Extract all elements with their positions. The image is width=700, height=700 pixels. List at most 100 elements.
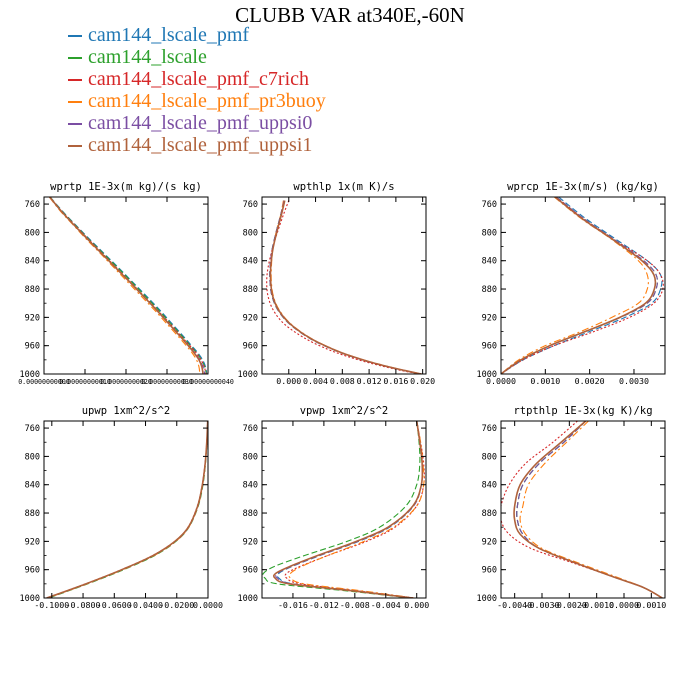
series-line bbox=[49, 197, 204, 374]
series-line bbox=[46, 421, 208, 598]
y-tick-label: 920 bbox=[482, 313, 497, 323]
y-tick-label: 800 bbox=[482, 452, 497, 462]
series-line bbox=[269, 200, 422, 374]
plot-frame bbox=[500, 196, 666, 375]
y-tick-label: 760 bbox=[243, 200, 258, 210]
plot-frame bbox=[43, 196, 209, 375]
x-tick-label: 0.008 bbox=[330, 376, 355, 386]
plot-frame bbox=[500, 420, 666, 599]
panel-title: wpthlp 1x(m K)/s bbox=[293, 181, 394, 193]
y-tick-label: 880 bbox=[482, 509, 497, 519]
page-title: CLUBB VAR at340E,-60N bbox=[235, 3, 465, 27]
series-line bbox=[46, 421, 208, 598]
series-line bbox=[501, 197, 659, 374]
y-tick-label: 960 bbox=[482, 342, 497, 352]
y-tick-label: 840 bbox=[25, 257, 40, 267]
y-tick-label: 1000 bbox=[477, 594, 497, 604]
series-line bbox=[516, 421, 663, 598]
y-tick-label: 920 bbox=[25, 537, 40, 547]
y-tick-label: 760 bbox=[25, 200, 40, 210]
y-tick-label: 960 bbox=[25, 342, 40, 352]
y-tick-label: 840 bbox=[25, 481, 40, 491]
x-tick-label: -0.0400 bbox=[128, 600, 163, 610]
plot-frame bbox=[43, 420, 209, 599]
y-tick-label: 800 bbox=[482, 228, 497, 238]
legend-label: cam144_lscale_pmf_uppsi1 bbox=[88, 134, 313, 156]
y-tick-label: 800 bbox=[243, 228, 258, 238]
y-tick-label: 840 bbox=[243, 257, 258, 267]
series-line bbox=[501, 197, 657, 374]
x-tick-label: 0.012 bbox=[357, 376, 382, 386]
panel-3: wprcp 1E-3x(m/s) (kg/kg) 760 800 840 880 920 9… bbox=[477, 181, 666, 386]
x-tick-label: -0.0600 bbox=[97, 600, 132, 610]
x-tick-label: -0.016 bbox=[278, 600, 308, 610]
x-tick-label: 0.0020 bbox=[575, 376, 605, 386]
x-tick-label: 0.0010 bbox=[636, 600, 666, 610]
legend-label: cam144_lscale_pmf_uppsi0 bbox=[88, 112, 313, 134]
x-tick-label: 0.020 bbox=[410, 376, 435, 386]
legend-swatch bbox=[68, 57, 82, 59]
series-line bbox=[276, 421, 423, 598]
x-tick-label: 0.004 bbox=[303, 376, 328, 386]
y-tick-label: 840 bbox=[482, 257, 497, 267]
x-tick-label: -0.012 bbox=[309, 600, 339, 610]
y-tick-label: 760 bbox=[482, 200, 497, 210]
series-line bbox=[501, 197, 659, 374]
x-tick-label: -0.004 bbox=[371, 600, 401, 610]
legend-label: cam144_lscale_pmf_pr3buoy bbox=[88, 90, 326, 112]
y-tick-label: 920 bbox=[25, 313, 40, 323]
series-line bbox=[47, 421, 208, 598]
x-tick-label: -0.1000 bbox=[34, 600, 69, 610]
x-tick-label: 0.00000000000 bbox=[18, 378, 70, 386]
y-tick-label: 960 bbox=[243, 342, 258, 352]
panel-2: wpthlp 1x(m K)/s 760 800 840 880 920 960 1000 0.… bbox=[238, 181, 436, 386]
plot-frame bbox=[261, 420, 427, 599]
x-tick-label: 0.0030 bbox=[619, 376, 649, 386]
series-line bbox=[501, 197, 664, 374]
series-line bbox=[288, 421, 425, 598]
x-tick-label: 0.00000000030 bbox=[141, 378, 193, 386]
panel-6: rtpthlp 1E-3x(kg K)/kg 760 800 840 880 920 960… bbox=[477, 405, 667, 610]
y-tick-label: 1000 bbox=[477, 370, 497, 380]
series-line bbox=[275, 421, 423, 598]
legend-label: cam144_lscale_pmf_c7rich bbox=[88, 68, 310, 90]
x-tick-label: -0.0200 bbox=[159, 600, 194, 610]
y-tick-label: 800 bbox=[243, 452, 258, 462]
series-line bbox=[270, 200, 423, 374]
series-line bbox=[501, 197, 649, 374]
series-line bbox=[513, 421, 663, 598]
panel-4: upwp 1xm^2/s^2 760 800 840 880 920 960 1000-0.1… bbox=[20, 405, 223, 610]
y-tick-label: 960 bbox=[25, 566, 40, 576]
y-tick-label: 800 bbox=[25, 452, 40, 462]
x-tick-label: -0.0010 bbox=[579, 600, 614, 610]
x-tick-label: 0.000 bbox=[276, 376, 301, 386]
panel-5: vpwp 1xm^2/s^2 760 800 840 880 920 960 1000 -0.0… bbox=[238, 405, 430, 610]
series-line bbox=[501, 197, 663, 374]
panel-title: vpwp 1xm^2/s^2 bbox=[300, 405, 389, 417]
y-tick-label: 1000 bbox=[238, 594, 258, 604]
series-line bbox=[501, 421, 663, 598]
x-tick-label: 0.0000 bbox=[609, 600, 639, 610]
y-tick-label: 1000 bbox=[20, 370, 40, 380]
y-tick-label: 960 bbox=[482, 566, 497, 576]
series-line bbox=[269, 200, 422, 374]
series-line bbox=[48, 421, 208, 598]
series-line bbox=[269, 200, 422, 374]
y-tick-label: 800 bbox=[25, 228, 40, 238]
x-tick-label: 0.00000000040 bbox=[182, 378, 234, 386]
series-line bbox=[272, 421, 424, 598]
y-tick-label: 920 bbox=[243, 537, 258, 547]
x-tick-label: 0.00000000010 bbox=[59, 378, 111, 386]
panel-title: upwp 1xm^2/s^2 bbox=[82, 405, 171, 417]
x-tick-label: -0.0020 bbox=[552, 600, 587, 610]
series-line bbox=[266, 200, 421, 374]
x-tick-label: -0.0800 bbox=[66, 600, 101, 610]
x-tick-label: 0.0010 bbox=[530, 376, 560, 386]
y-tick-label: 880 bbox=[25, 509, 40, 519]
y-tick-label: 760 bbox=[243, 424, 258, 434]
y-tick-label: 880 bbox=[243, 509, 258, 519]
x-tick-label: -0.0040 bbox=[497, 600, 532, 610]
y-tick-label: 880 bbox=[482, 285, 497, 295]
y-tick-label: 1000 bbox=[20, 594, 40, 604]
